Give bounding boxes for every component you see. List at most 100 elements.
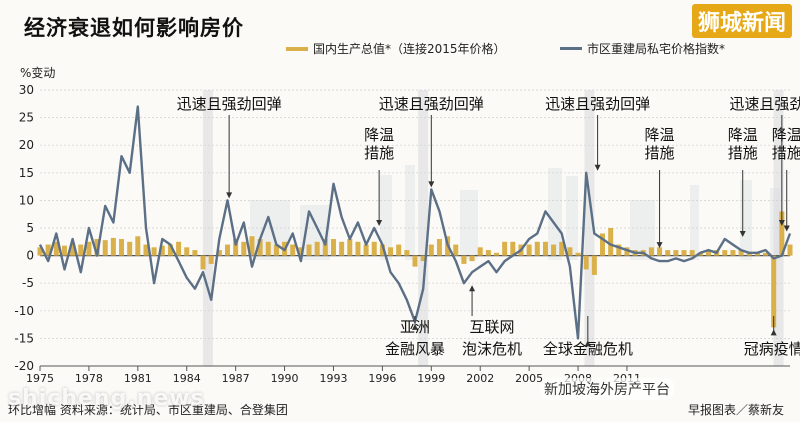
gdp-bar	[681, 250, 687, 256]
gdp-bar	[86, 241, 92, 256]
legend-gdp-swatch	[286, 46, 308, 51]
backdrop-building	[740, 180, 752, 260]
account-watermark: 新加坡海外房产平台	[540, 378, 674, 400]
chart-title: 经济衰退如何影响房价	[24, 16, 244, 40]
annotation-label: 迅速且强劲回弹	[545, 95, 650, 113]
gdp-bar	[159, 245, 165, 256]
brand-badge: 狮城新闻	[691, 4, 792, 38]
gdp-bar	[53, 241, 59, 256]
gdp-bar	[616, 244, 622, 256]
annotation-label: 措施	[772, 144, 800, 162]
gdp-bar	[322, 239, 328, 256]
gdp-bar	[469, 255, 475, 262]
annotation-arrowhead	[770, 329, 777, 336]
gdp-bar	[78, 244, 84, 256]
gdp-bar	[347, 239, 353, 256]
gdp-bar	[355, 241, 361, 256]
gdp-bar	[241, 241, 247, 256]
y-tick-label: -10	[14, 304, 34, 318]
gdp-bar	[461, 255, 467, 264]
backdrop-building	[380, 175, 392, 260]
gdp-bar	[290, 244, 296, 256]
gdp-bar	[763, 252, 769, 256]
y-tick-label: 10	[19, 193, 34, 207]
x-tick-label: 1993	[319, 372, 347, 385]
annotation-label: 全球金融危机	[543, 340, 633, 358]
gdp-bar	[200, 255, 206, 270]
annotation-arrowhead	[469, 285, 476, 292]
gdp-bar	[746, 252, 752, 256]
gdp-bar	[494, 252, 500, 256]
y-tick-label: -5	[22, 276, 34, 290]
gdp-bar	[730, 250, 736, 256]
credit-note: 早报图表／蔡新友	[687, 403, 784, 417]
x-tick-label: 1975	[26, 372, 54, 385]
annotation-label: 降温	[645, 126, 675, 144]
gdp-bar	[388, 247, 394, 256]
gdp-bar	[379, 244, 385, 256]
backdrop-building	[548, 168, 562, 260]
annotation-label: 措施	[645, 144, 675, 162]
gdp-bar	[151, 247, 157, 256]
annotation-label: 迅速且强劲回弹	[379, 95, 484, 113]
annotation-arrowhead	[226, 192, 233, 199]
gdp-bar	[127, 241, 133, 256]
gdp-bar	[192, 250, 198, 256]
gdp-bar	[705, 250, 711, 256]
gdp-bar	[102, 240, 108, 256]
gdp-bar	[787, 244, 793, 256]
legend-ppi-swatch	[560, 47, 582, 50]
legend-gdp: 国内生产总值*（连接2015年价格）	[286, 40, 506, 57]
gdp-bar	[551, 244, 557, 256]
y-tick-label: 20	[19, 138, 34, 152]
gdp-bar	[722, 250, 728, 256]
gdp-bar	[70, 243, 76, 256]
gdp-bar	[526, 244, 532, 256]
gdp-bar	[559, 241, 565, 256]
gdp-bar	[436, 239, 442, 256]
gdp-bar	[249, 236, 255, 256]
gdp-bar	[575, 252, 581, 256]
annotation-label: 降温	[728, 126, 758, 144]
gdp-bar	[216, 250, 222, 256]
x-tick-label: 1981	[124, 372, 152, 385]
gdp-bar	[600, 233, 605, 256]
gdp-bar	[771, 255, 777, 328]
gdp-bar	[298, 247, 304, 256]
gdp-bar	[754, 252, 760, 256]
gdp-bar	[257, 239, 263, 256]
gdp-bar	[779, 211, 785, 256]
annotation-label: 冠病疫情	[744, 340, 800, 358]
x-tick-label: 2002	[466, 372, 494, 385]
gdp-bar	[583, 255, 589, 270]
gdp-bar	[371, 241, 377, 256]
backdrop-building	[566, 176, 578, 260]
annotation-label: 措施	[728, 144, 758, 162]
gdp-bar	[591, 255, 597, 275]
gdp-bar	[412, 255, 418, 267]
gdp-bar	[306, 244, 312, 256]
gdp-bar	[534, 241, 540, 256]
gdp-bar	[314, 241, 320, 256]
y-tick-label: 15	[19, 166, 34, 180]
annotation-arrowhead	[783, 225, 790, 232]
annotation-arrowhead	[594, 164, 601, 171]
x-tick-label: 1990	[271, 372, 299, 385]
gdp-bar	[624, 247, 630, 256]
annotation-label: 迅速且强劲回弹	[177, 95, 282, 113]
x-tick-label: 2005	[515, 372, 543, 385]
gdp-bar	[510, 241, 516, 256]
annotation-label: 互联网	[470, 318, 515, 336]
y-tick-label: 5	[26, 221, 34, 235]
x-tick-label: 1999	[417, 372, 445, 385]
gdp-bar	[648, 247, 654, 256]
gdp-bar	[273, 244, 279, 256]
gdp-bar	[94, 239, 100, 256]
gdp-bar	[420, 255, 426, 262]
gdp-bar	[233, 239, 239, 256]
gdp-bar	[404, 250, 410, 256]
gdp-bar	[657, 247, 663, 256]
annotation-arrowhead	[656, 242, 663, 249]
annotation-label: 降温	[772, 126, 800, 144]
